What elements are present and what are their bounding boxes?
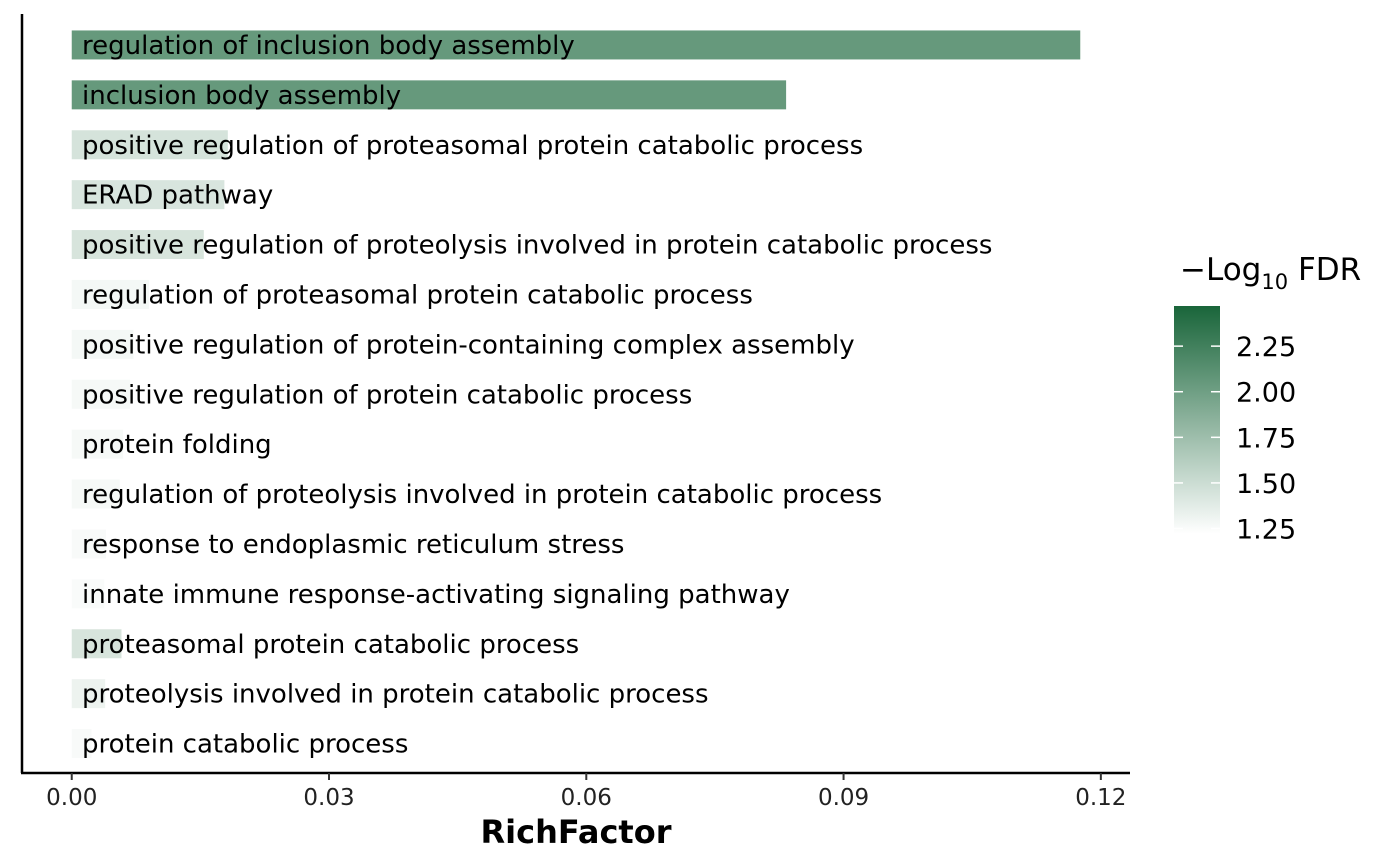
legend-tick-label-3: 1.75 bbox=[1236, 423, 1296, 454]
bar-2 bbox=[71, 80, 787, 110]
bar-10 bbox=[71, 479, 120, 509]
x-tick-label-2: 0.03 bbox=[303, 785, 354, 811]
category-label-2: inclusion body assembly bbox=[82, 81, 401, 111]
legend-title-suffix: FDR bbox=[1288, 252, 1361, 288]
legend-ticks: 2.25 2.00 1.75 1.50 1.25 bbox=[1174, 332, 1296, 546]
bar-1 bbox=[71, 30, 1081, 60]
category-label-1: regulation of inclusion body assembly bbox=[82, 31, 575, 61]
legend-tick-label-1: 2.25 bbox=[1236, 332, 1296, 363]
category-label-4: ERAD pathway bbox=[82, 181, 273, 211]
bar-12 bbox=[71, 579, 105, 609]
category-labels: regulation of inclusion body assembly inc… bbox=[82, 31, 992, 760]
legend-title-prefix: −Log bbox=[1180, 252, 1261, 288]
category-label-15: protein catabolic process bbox=[82, 730, 408, 760]
color-legend: −Log10 FDR 2.25 2.00 1.75 1.50 1.25 bbox=[1174, 252, 1361, 546]
legend-title: −Log10 FDR bbox=[1180, 252, 1361, 294]
category-label-3: positive regulation of proteasomal prote… bbox=[82, 131, 863, 161]
bar-15 bbox=[71, 729, 92, 759]
bar-3 bbox=[71, 130, 228, 160]
category-label-10: regulation of proteolysis involved in pr… bbox=[82, 480, 882, 510]
category-label-6: regulation of proteasomal protein catabo… bbox=[82, 280, 753, 310]
x-tick-label-5: 0.12 bbox=[1075, 785, 1126, 811]
legend-tick-label-5: 1.25 bbox=[1236, 515, 1296, 546]
x-axis-title: RichFactor bbox=[481, 813, 672, 851]
legend-tick-label-4: 1.50 bbox=[1236, 469, 1296, 500]
legend-colorbar bbox=[1174, 306, 1220, 534]
category-label-12: innate immune response-activating signal… bbox=[82, 580, 790, 610]
category-label-14: proteolysis involved in protein cataboli… bbox=[82, 680, 709, 710]
x-axis-ticks: 0.00 0.03 0.06 0.09 0.12 bbox=[46, 773, 1126, 811]
bar-11 bbox=[71, 529, 107, 559]
x-tick-label-3: 0.06 bbox=[561, 785, 612, 811]
bar-14 bbox=[71, 679, 106, 709]
category-label-13: proteasomal protein catabolic process bbox=[82, 630, 579, 660]
bar-4 bbox=[71, 180, 225, 210]
category-label-7: positive regulation of protein-containin… bbox=[82, 330, 855, 360]
bar-7 bbox=[71, 329, 134, 359]
bars-layer bbox=[71, 30, 1081, 759]
bar-9 bbox=[71, 429, 124, 459]
bar-5 bbox=[71, 230, 204, 260]
legend-title-subscript: 10 bbox=[1261, 270, 1288, 294]
x-tick-label-4: 0.09 bbox=[818, 785, 869, 811]
bar-6 bbox=[71, 279, 149, 309]
category-label-9: protein folding bbox=[82, 430, 272, 460]
category-label-11: response to endoplasmic reticulum stress bbox=[82, 530, 624, 560]
bar-13 bbox=[71, 629, 122, 659]
category-label-8: positive regulation of protein catabolic… bbox=[82, 380, 692, 410]
legend-tick-label-2: 2.00 bbox=[1236, 378, 1296, 409]
x-tick-label-1: 0.00 bbox=[46, 785, 97, 811]
category-label-5: positive regulation of proteolysis invol… bbox=[82, 231, 992, 261]
bar-8 bbox=[71, 379, 131, 409]
